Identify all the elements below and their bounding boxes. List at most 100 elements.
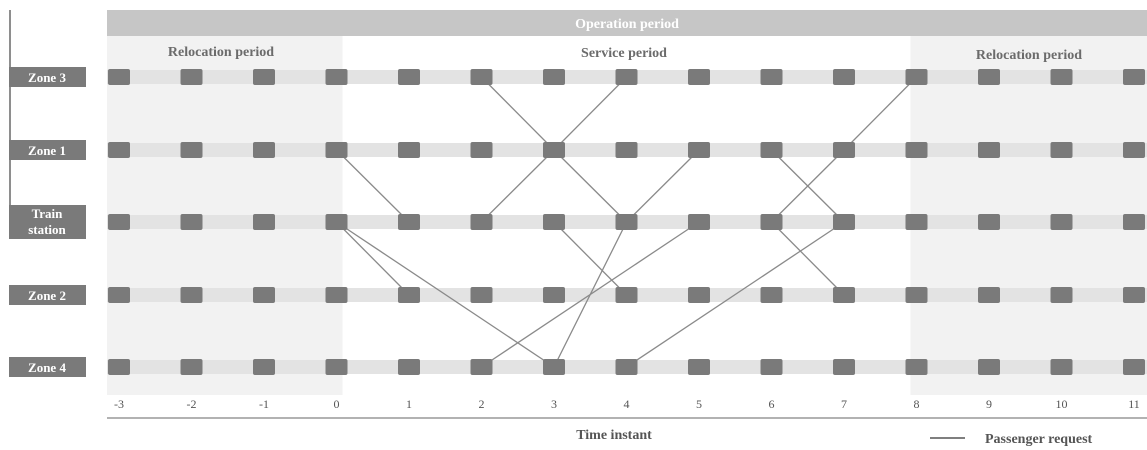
time-tick-label: -2 (187, 397, 197, 411)
station-node (108, 359, 130, 375)
station-node (325, 287, 348, 303)
station-node (1050, 69, 1073, 85)
station-node (1050, 359, 1073, 375)
station-node (833, 142, 855, 158)
station-node (398, 287, 420, 303)
time-tick-label: 2 (479, 397, 485, 411)
passenger-request-line (336, 149, 410, 223)
station-node (543, 287, 565, 303)
station-node (398, 359, 420, 375)
relocation-period-left-label: Relocation period (168, 45, 274, 60)
passenger-request-line (771, 221, 845, 296)
zone-label-bg (9, 357, 86, 377)
station-node (760, 287, 783, 303)
station-node (1123, 142, 1145, 158)
time-tick-label: -1 (259, 397, 269, 411)
station-node (180, 69, 203, 85)
station-node (253, 69, 275, 85)
station-node (760, 69, 783, 85)
time-tick-label: 8 (914, 397, 920, 411)
station-node (615, 359, 638, 375)
time-tick-label: 3 (551, 397, 557, 411)
zone-label-zone2: Zone 2 (9, 285, 86, 305)
station-node (1123, 287, 1145, 303)
station-node (905, 69, 928, 85)
station-node (108, 142, 130, 158)
station-node (978, 142, 1000, 158)
station-node (978, 287, 1000, 303)
station-node (398, 142, 420, 158)
station-node (688, 214, 710, 230)
passenger-request-line (626, 149, 700, 223)
station-node (180, 142, 203, 158)
station-node (325, 359, 348, 375)
nodes-layer (108, 69, 1145, 375)
station-node (615, 142, 638, 158)
station-node (543, 142, 565, 158)
station-node (470, 69, 493, 85)
station-node (253, 214, 275, 230)
station-node (108, 69, 130, 85)
station-node (180, 359, 203, 375)
time-tick-label: 1 (406, 397, 412, 411)
time-tick-label: 10 (1056, 397, 1068, 411)
service-period-label: Service period (581, 46, 667, 61)
zone-label-text: Zone 3 (28, 70, 66, 85)
passenger-request-line (553, 149, 627, 223)
station-node (180, 287, 203, 303)
zone-label-text: Zone 1 (28, 143, 66, 158)
station-node (760, 359, 783, 375)
zone-label-zone1: Zone 1 (9, 140, 86, 160)
time-axis-label: Time instant (576, 428, 652, 443)
time-ticks: -3 -2 -1 0 1 2 3 4 5 6 7 8 9 10 11 (114, 397, 1140, 411)
station-node (905, 359, 928, 375)
station-node (905, 287, 928, 303)
zone-label-bg (9, 67, 86, 87)
station-node (108, 287, 130, 303)
operation-period-label: Operation period (575, 17, 679, 32)
relocation-period-right-label: Relocation period (976, 48, 1082, 63)
station-node (905, 214, 928, 230)
passenger-request-line (553, 76, 627, 151)
station-node (398, 69, 420, 85)
station-node (760, 142, 783, 158)
passenger-request-line (553, 221, 627, 296)
time-tick-label: 0 (334, 397, 340, 411)
zone-label-text: Zone 2 (28, 288, 66, 303)
passenger-request-line (771, 149, 845, 223)
station-node (688, 69, 710, 85)
zone-label-bg (9, 285, 86, 305)
station-node (688, 359, 710, 375)
time-tick-label: -3 (114, 397, 124, 411)
station-node (833, 214, 855, 230)
station-node (470, 142, 493, 158)
station-node (760, 214, 783, 230)
time-tick-label: 7 (841, 397, 847, 411)
station-node (470, 287, 493, 303)
zone-label-text: Train (32, 206, 64, 221)
station-node (253, 359, 275, 375)
station-node (688, 287, 710, 303)
station-node (1050, 214, 1073, 230)
station-node (1050, 142, 1073, 158)
station-node (978, 69, 1000, 85)
station-node (543, 214, 565, 230)
passenger-request-line (481, 221, 700, 368)
passenger-request-line (336, 221, 410, 296)
requests-layer (336, 76, 917, 368)
zone-label-bg (9, 140, 86, 160)
time-tick-label: 5 (696, 397, 702, 411)
station-node (470, 214, 493, 230)
legend-passenger-request-label: Passenger request (985, 432, 1093, 447)
station-node (325, 69, 348, 85)
station-node (978, 214, 1000, 230)
station-node (253, 142, 275, 158)
station-node (905, 142, 928, 158)
zone-label-text: Zone 4 (28, 360, 66, 375)
station-node (615, 214, 638, 230)
station-node (1123, 359, 1145, 375)
